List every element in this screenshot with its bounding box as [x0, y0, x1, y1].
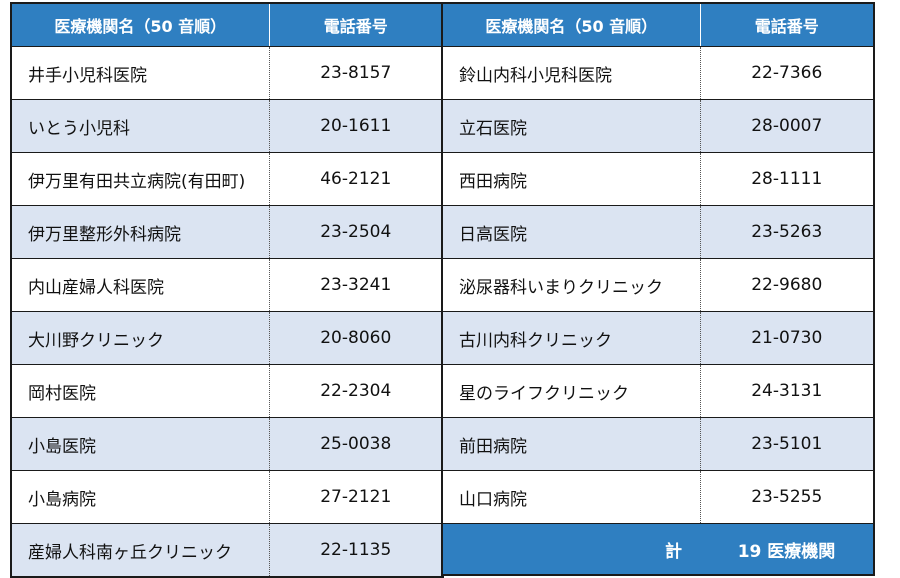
- table-row: 鈴山内科小児科医院 22-7366: [442, 46, 874, 100]
- clinic-phone: 23-5263: [751, 222, 823, 242]
- header-row: 医療機関名（50 音順） 電話番号: [11, 3, 443, 47]
- clinic-name: 泌尿器科いまりクリニック: [442, 258, 701, 312]
- clinic-name: 小島病院: [11, 470, 270, 524]
- clinic-name: 伊万里有田共立病院(有田町): [11, 152, 270, 206]
- table-row: 星のライフクリニック 24-3131: [442, 364, 874, 418]
- table-row: 伊万里有田共立病院(有田町) 46-2121: [11, 152, 443, 206]
- table-row: 小島医院 25-0038: [11, 417, 443, 471]
- table-row: 泌尿器科いまりクリニック 22-9680: [442, 258, 874, 312]
- table-row: 産婦人科南ヶ丘クリニック 22-1135: [11, 523, 443, 577]
- table-row: 伊万里整形外科病院 23-2504: [11, 205, 443, 259]
- clinic-name: 小島医院: [11, 417, 270, 471]
- table-row: 山口病院 23-5255: [442, 470, 874, 524]
- clinic-name: 産婦人科南ヶ丘クリニック: [11, 523, 270, 577]
- clinic-name: 内山産婦人科医院: [11, 258, 270, 312]
- clinic-table-right: 医療機関名（50 音順） 電話番号 鈴山内科小児科医院 22-7366 立石医院 2…: [441, 2, 875, 576]
- total-label: 計: [442, 523, 700, 575]
- phone-column-header: 電話番号: [700, 3, 874, 47]
- clinic-phone: 23-5101: [751, 434, 823, 454]
- clinic-name: 日高医院: [442, 205, 701, 259]
- clinic-phone: 27-2121: [320, 487, 392, 507]
- clinic-phone: 23-3241: [320, 275, 392, 295]
- clinic-name: 井手小児科医院: [11, 46, 270, 100]
- table-row: いとう小児科 20-1611: [11, 99, 443, 153]
- clinic-name: 星のライフクリニック: [442, 364, 701, 418]
- table-row: 前田病院 23-5101: [442, 417, 874, 471]
- clinic-phone: 20-1611: [320, 116, 392, 136]
- table-row: 小島病院 27-2121: [11, 470, 443, 524]
- phone-column-header: 電話番号: [269, 3, 443, 47]
- clinic-name: 伊万里整形外科病院: [11, 205, 270, 259]
- table-row: 内山産婦人科医院 23-3241: [11, 258, 443, 312]
- clinic-phone: 24-3131: [751, 381, 823, 401]
- clinic-table-left: 医療機関名（50 音順） 電話番号 井手小児科医院 23-8157 いとう小児科 2…: [10, 2, 444, 578]
- clinic-phone: 23-2504: [320, 222, 392, 242]
- table-row: 井手小児科医院 23-8157: [11, 46, 443, 100]
- clinic-phone: 28-0007: [751, 116, 823, 136]
- header-row: 医療機関名（50 音順） 電話番号: [442, 3, 874, 47]
- clinic-phone: 28-1111: [751, 169, 823, 189]
- clinic-name: 岡村医院: [11, 364, 270, 418]
- clinic-name: 西田病院: [442, 152, 701, 206]
- clinic-name: いとう小児科: [11, 99, 270, 153]
- clinic-phone: 22-1135: [320, 540, 392, 560]
- clinic-name: 古川内科クリニック: [442, 311, 701, 365]
- clinic-name: 山口病院: [442, 470, 701, 524]
- clinic-phone: 25-0038: [320, 434, 392, 454]
- clinic-phone: 46-2121: [320, 169, 392, 189]
- clinic-phone: 21-0730: [751, 328, 823, 348]
- clinic-name: 鈴山内科小児科医院: [442, 46, 701, 100]
- total-row: 計 19 医療機関: [442, 523, 874, 575]
- table-row: 立石医院 28-0007: [442, 99, 874, 153]
- total-value: 19 医療機関: [700, 523, 874, 575]
- table-row: 大川野クリニック 20-8060: [11, 311, 443, 365]
- clinic-phone: 23-8157: [320, 63, 392, 83]
- clinic-phone: 22-2304: [320, 381, 392, 401]
- clinic-name: 前田病院: [442, 417, 701, 471]
- name-column-header: 医療機関名（50 音順）: [11, 3, 270, 47]
- table-row: 古川内科クリニック 21-0730: [442, 311, 874, 365]
- table-row: 西田病院 28-1111: [442, 152, 874, 206]
- clinic-phone: 22-9680: [751, 275, 823, 295]
- table-row: 岡村医院 22-2304: [11, 364, 443, 418]
- clinic-name: 立石医院: [442, 99, 701, 153]
- clinic-phone: 20-8060: [320, 328, 392, 348]
- table-row: 日高医院 23-5263: [442, 205, 874, 259]
- clinic-phone: 22-7366: [751, 63, 823, 83]
- clinic-name: 大川野クリニック: [11, 311, 270, 365]
- name-column-header: 医療機関名（50 音順）: [442, 3, 701, 47]
- clinic-phone: 23-5255: [751, 487, 823, 507]
